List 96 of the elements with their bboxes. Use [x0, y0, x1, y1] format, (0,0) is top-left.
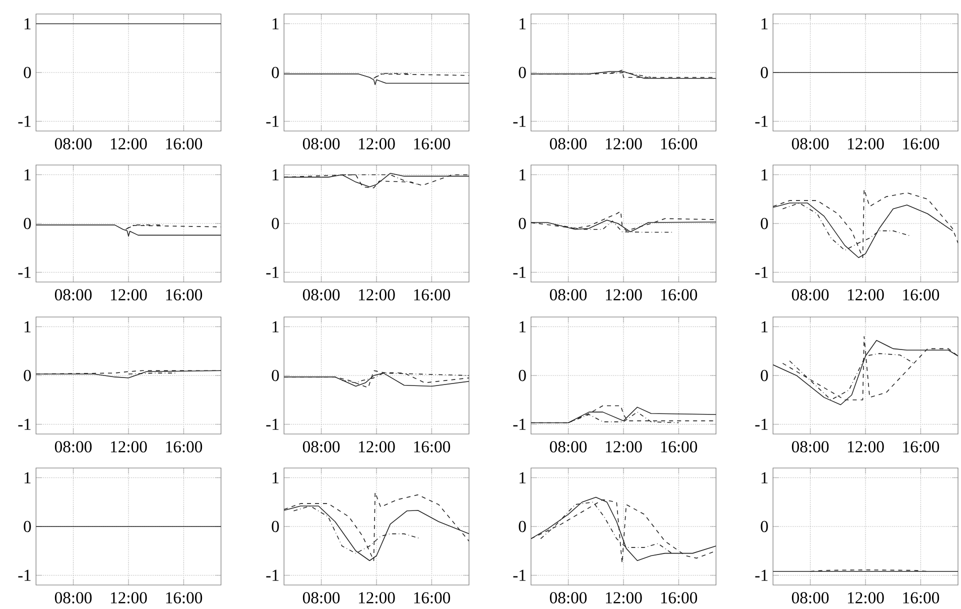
x-tick-label: 16:00	[414, 289, 450, 300]
y-tick-label: -1	[755, 266, 768, 278]
y-tick-label: 1	[520, 18, 526, 30]
y-tick-label: 0	[24, 370, 31, 382]
x-tick-label: 08:00	[792, 289, 829, 300]
x-tick-label: 08:00	[302, 289, 340, 300]
x-tick-label: 12:00	[848, 592, 884, 604]
y-tick-label: 0	[760, 370, 768, 382]
y-tick-label: -1	[266, 266, 279, 278]
y-tick-label: -1	[513, 418, 526, 430]
x-tick-label: 16:00	[661, 138, 698, 150]
y-tick-label: -1	[513, 266, 526, 278]
x-tick-label: 16:00	[166, 441, 202, 452]
x-tick-label: 16:00	[661, 289, 698, 300]
x-tick-label: 08:00	[302, 441, 340, 452]
y-tick-label: -1	[18, 266, 31, 278]
y-tick-label: 0	[518, 520, 526, 532]
x-tick-label: 16:00	[661, 441, 698, 452]
x-tick-label: 12:00	[848, 138, 884, 150]
y-tick-label: 1	[520, 169, 526, 180]
y-tick-label: 0	[760, 218, 768, 230]
y-tick-label: 1	[24, 321, 31, 332]
y-tick-label: 1	[520, 321, 526, 332]
y-tick-label: 0	[272, 370, 279, 382]
x-tick-label: 12:00	[358, 592, 395, 604]
x-tick-label: 12:00	[110, 592, 147, 604]
x-tick-label: 08:00	[302, 592, 340, 604]
y-tick-label: 0	[760, 520, 768, 532]
y-tick-label: 0	[518, 66, 526, 78]
y-tick-label: -1	[266, 116, 279, 127]
x-tick-label: 08:00	[550, 592, 587, 604]
x-tick-label: 12:00	[848, 441, 884, 452]
x-tick-label: 08:00	[54, 138, 92, 150]
x-tick-label: 08:00	[550, 289, 587, 300]
x-tick-label: 16:00	[903, 289, 940, 300]
y-tick-label: -1	[266, 570, 279, 581]
y-tick-label: 1	[520, 472, 526, 484]
x-tick-label: 16:00	[903, 592, 940, 604]
y-tick-label: -1	[18, 570, 31, 581]
y-tick-label: -1	[18, 116, 31, 127]
y-tick-label: 0	[518, 370, 526, 382]
y-tick-label: 1	[24, 18, 31, 30]
y-tick-label: 0	[518, 218, 526, 230]
y-tick-label: 0	[24, 66, 31, 78]
x-tick-label: 08:00	[792, 138, 829, 150]
x-tick-label: 16:00	[414, 592, 450, 604]
x-tick-label: 16:00	[414, 138, 450, 150]
y-tick-label: 1	[762, 169, 768, 180]
x-tick-label: 08:00	[54, 441, 92, 452]
x-tick-label: 12:00	[358, 441, 395, 452]
y-tick-label: 0	[272, 520, 279, 532]
x-tick-label: 12:00	[848, 289, 884, 300]
x-tick-label: 12:00	[110, 138, 147, 150]
y-tick-label: 1	[762, 18, 768, 30]
x-tick-label: 12:00	[110, 289, 147, 300]
y-tick-label: -1	[513, 116, 526, 127]
x-tick-label: 16:00	[903, 441, 940, 452]
y-tick-label: -1	[513, 570, 526, 581]
y-tick-label: -1	[18, 418, 31, 430]
y-tick-label: 1	[762, 472, 768, 484]
y-tick-label: 0	[24, 218, 31, 230]
y-tick-label: 1	[272, 18, 279, 30]
y-tick-label: 1	[24, 169, 31, 180]
x-tick-label: 12:00	[606, 592, 642, 604]
x-tick-label: 12:00	[358, 138, 395, 150]
y-tick-label: 1	[272, 169, 279, 180]
x-tick-label: 08:00	[550, 138, 587, 150]
x-tick-label: 08:00	[550, 441, 587, 452]
y-tick-label: 0	[760, 66, 768, 78]
y-tick-label: 0	[272, 66, 279, 78]
y-tick-label: -1	[755, 418, 768, 430]
x-tick-label: 08:00	[302, 138, 340, 150]
x-tick-label: 16:00	[166, 138, 202, 150]
y-tick-label: 1	[762, 321, 768, 332]
y-tick-label: 0	[24, 520, 31, 532]
x-tick-label: 08:00	[54, 592, 92, 604]
x-tick-label: 16:00	[166, 592, 202, 604]
y-tick-label: 0	[272, 218, 279, 230]
x-tick-label: 16:00	[661, 592, 698, 604]
y-tick-label: -1	[755, 570, 768, 581]
x-tick-label: 12:00	[606, 138, 642, 150]
y-tick-label: -1	[266, 418, 279, 430]
x-tick-label: 16:00	[166, 289, 202, 300]
y-tick-label: 1	[24, 472, 31, 484]
y-tick-label: 1	[272, 321, 279, 332]
x-tick-label: 08:00	[792, 441, 829, 452]
x-tick-label: 08:00	[792, 592, 829, 604]
x-tick-label: 16:00	[903, 138, 940, 150]
x-tick-label: 12:00	[606, 289, 642, 300]
x-tick-label: 08:00	[54, 289, 92, 300]
y-tick-label: 1	[272, 472, 279, 484]
x-tick-label: 16:00	[414, 441, 450, 452]
x-tick-label: 12:00	[358, 289, 395, 300]
y-tick-label: -1	[755, 116, 768, 127]
x-tick-label: 12:00	[606, 441, 642, 452]
x-tick-label: 12:00	[110, 441, 147, 452]
